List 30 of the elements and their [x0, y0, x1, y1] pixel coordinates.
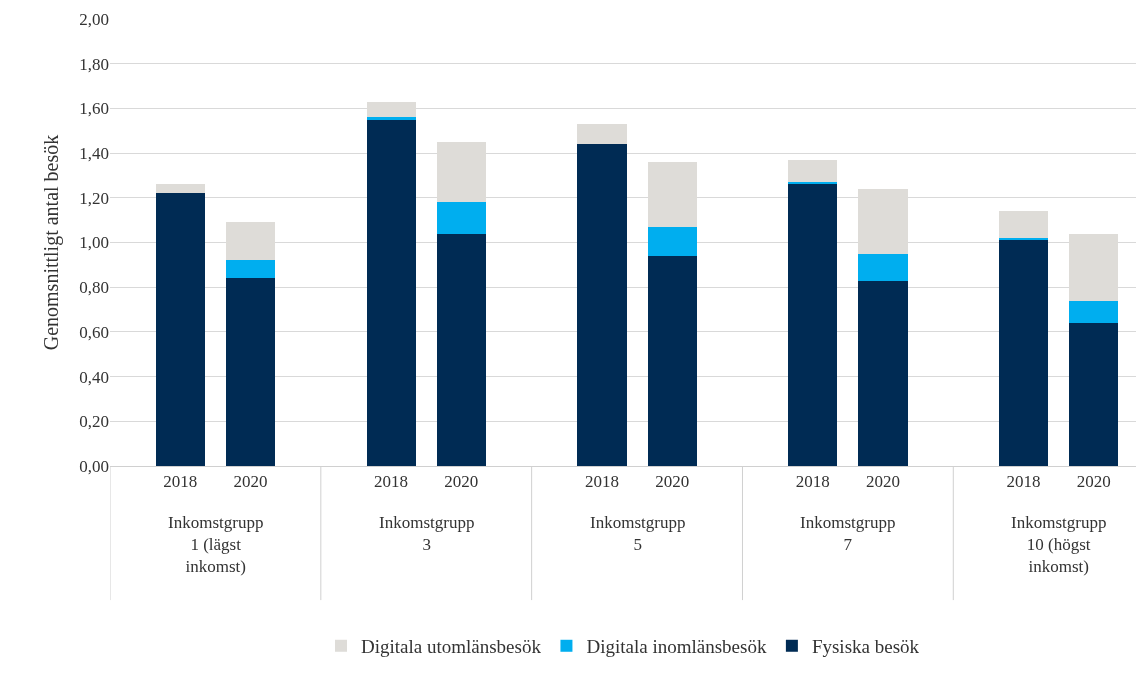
x-tick-label: 2018: [795, 472, 830, 492]
x-tick-label: 2018: [374, 472, 409, 492]
legend-label: Digitala utomlänsbesök: [361, 636, 542, 658]
y-tick-label: 1,40: [79, 144, 109, 164]
x-tick-label: 2018: [1006, 472, 1041, 492]
x-tick-label: 2018: [163, 472, 198, 492]
y-tick-label: 1,20: [79, 188, 109, 208]
x-tick-label: 2020: [655, 472, 690, 492]
text: Inkomstgrupp 5: [590, 513, 686, 555]
text: Inkomstgrupp 3: [379, 513, 475, 555]
text: Inkomstgrupp 7: [800, 513, 896, 555]
y-axis-title: Genomsnittligt antal besök: [39, 134, 63, 351]
x-tick-label: 2020: [866, 472, 901, 492]
legend-label: Fysiska besök: [811, 636, 920, 658]
y-tick-label: 0,00: [79, 456, 109, 476]
x-tick-label: 2020: [1076, 472, 1111, 492]
y-tick-label: 0,40: [79, 367, 109, 387]
y-tick-label: 1,00: [79, 233, 109, 253]
legend-label: Digitala inomlänsbesök: [586, 636, 767, 658]
y-tick-label: 0,60: [79, 322, 109, 342]
x-tick-label: 2020: [444, 472, 479, 492]
text: Inkomstgrupp 1 (lägst inkomst): [168, 513, 264, 577]
y-tick-label: 1,80: [79, 54, 109, 74]
y-tick-label: 1,60: [79, 99, 109, 119]
y-tick-label: 0,20: [79, 412, 109, 432]
y-tick-label: 0,80: [79, 278, 109, 298]
x-tick-label: 2020: [233, 472, 268, 492]
text: Inkomstgrupp 10 (högst inkomst): [1011, 513, 1107, 577]
x-tick-label: 2018: [584, 472, 619, 492]
y-tick-label: 2,00: [79, 9, 109, 29]
